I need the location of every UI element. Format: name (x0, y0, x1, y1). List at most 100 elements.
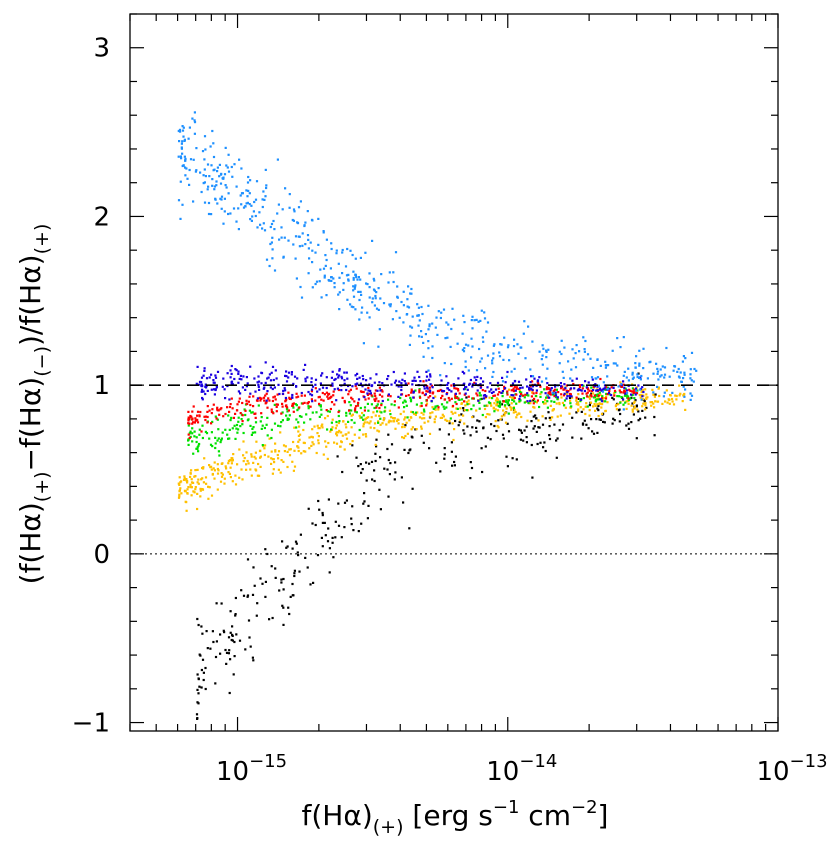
data-point (361, 411, 364, 415)
data-point (640, 393, 643, 397)
data-point (182, 126, 185, 129)
data-point (598, 391, 601, 394)
data-point (502, 409, 505, 412)
data-point (534, 394, 537, 397)
data-point (335, 442, 339, 445)
data-point (325, 238, 328, 241)
data-point (577, 408, 580, 411)
data-point (317, 442, 320, 445)
data-point (457, 389, 460, 392)
data-point (566, 395, 569, 398)
data-point (291, 594, 294, 597)
data-point (318, 280, 321, 283)
data-point (187, 410, 190, 413)
data-point (523, 429, 526, 432)
data-point (264, 168, 267, 171)
data-point (656, 367, 659, 370)
data-point (196, 717, 199, 720)
data-point (583, 419, 586, 422)
data-point (236, 431, 239, 434)
data-point (202, 174, 205, 177)
data-point (588, 409, 591, 412)
data-point (408, 527, 411, 530)
data-point (366, 392, 369, 395)
data-point (428, 323, 431, 326)
data-point (402, 304, 405, 307)
data-point (208, 464, 211, 467)
data-point (452, 383, 455, 386)
data-point (245, 451, 248, 454)
data-point (247, 619, 251, 622)
data-point (378, 406, 381, 410)
data-point (367, 416, 370, 419)
data-point (636, 389, 639, 392)
data-point (321, 423, 324, 426)
data-point (334, 536, 337, 539)
data-point (411, 487, 414, 490)
data-point (222, 222, 225, 225)
data-point (627, 427, 631, 430)
data-point (446, 401, 449, 404)
data-point (446, 383, 449, 386)
data-point (406, 305, 409, 308)
data-point (501, 433, 505, 436)
data-point (520, 431, 523, 434)
data-point (211, 420, 214, 423)
data-point (476, 394, 479, 397)
data-point (288, 612, 291, 616)
data-point (489, 382, 492, 385)
data-point (370, 460, 374, 463)
data-point (380, 404, 383, 407)
data-point (387, 375, 390, 378)
data-point (665, 389, 668, 392)
data-point (597, 384, 600, 387)
data-point (548, 416, 551, 419)
data-point (343, 371, 346, 374)
data-point (512, 390, 515, 393)
data-point (494, 408, 497, 411)
data-point (592, 366, 595, 369)
data-point (281, 405, 284, 408)
data-point (246, 181, 250, 184)
data-point (270, 408, 273, 411)
data-point (670, 397, 674, 401)
data-point (371, 297, 374, 300)
data-point (216, 170, 219, 173)
data-point (281, 402, 284, 405)
data-point (307, 407, 310, 410)
data-point (635, 355, 638, 358)
data-point (591, 378, 594, 381)
data-point (440, 403, 444, 406)
data-point (519, 395, 522, 398)
data-point (194, 488, 197, 491)
data-point (298, 245, 301, 248)
data-point (381, 395, 384, 398)
data-point (256, 226, 259, 229)
data-point (321, 511, 324, 515)
data-point (196, 507, 199, 511)
data-point (447, 396, 450, 400)
data-point (230, 638, 233, 642)
data-point (442, 415, 445, 418)
data-point (515, 393, 518, 396)
data-point (244, 409, 247, 412)
data-point (265, 399, 268, 402)
data-point (493, 410, 496, 413)
data-point (366, 402, 369, 405)
data-point (321, 372, 324, 375)
data-point (431, 345, 434, 348)
data-point (180, 147, 183, 150)
data-point (464, 360, 467, 363)
data-point (519, 392, 523, 396)
data-point (431, 322, 434, 325)
data-point (531, 476, 534, 479)
data-point (230, 364, 233, 368)
data-point (197, 623, 200, 627)
data-point (462, 407, 465, 410)
data-point (236, 409, 239, 412)
data-point (373, 427, 376, 430)
data-point (185, 167, 188, 170)
data-point (655, 362, 658, 365)
data-point (202, 182, 205, 185)
data-point (491, 359, 494, 362)
